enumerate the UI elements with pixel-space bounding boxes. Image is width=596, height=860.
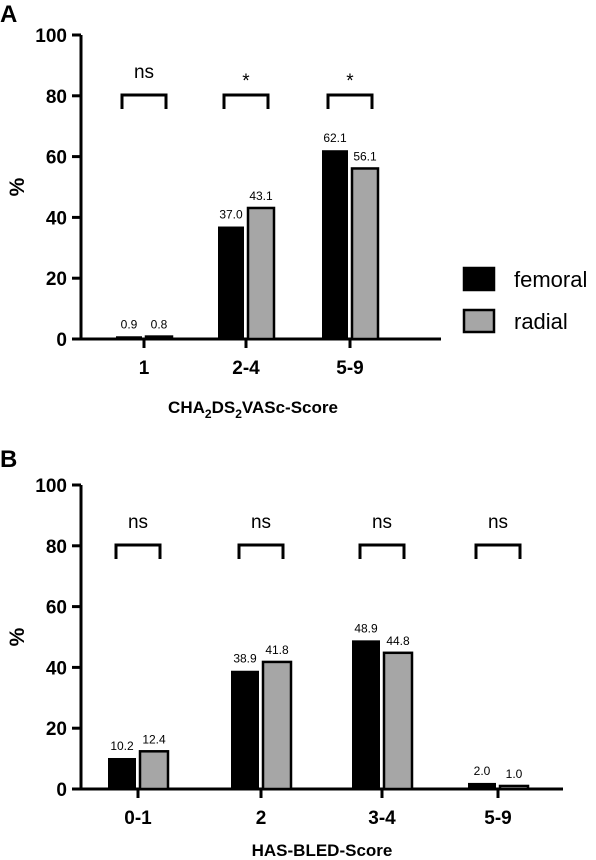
panel-a-bar-radial xyxy=(246,206,276,341)
panel-a-xlabel-subscript: 2 xyxy=(235,407,242,421)
panel-b-x-axis-title: HAS-BLED-Score xyxy=(252,841,393,860)
panel-b-x-tick-label: 2 xyxy=(256,808,267,829)
panel-b-y-tick-label: 60 xyxy=(46,598,67,619)
panel-a-significance-bracket xyxy=(222,93,270,109)
panel-a-xlabel-subscript: 2 xyxy=(205,407,212,421)
legend-label-radial: radial xyxy=(514,309,568,334)
panel-a-data-label-radial: 0.8 xyxy=(151,318,168,332)
panel-a-x-ticks: 1 2-4 5-9 xyxy=(139,339,364,379)
panel-a-data-label-femoral: 37.0 xyxy=(219,208,243,222)
panel-a-x-axis-title: CHA2DS2VASc-Score xyxy=(168,398,338,421)
panel-b-bar-radial xyxy=(382,651,414,791)
panel-b-bars: 10.2 12.4 38.9 41.8 48.9 44.8 2.0 1.0 xyxy=(108,621,530,791)
panel-a-significance-bracket xyxy=(326,93,374,109)
panel-a-data-label-radial: 43.1 xyxy=(249,189,273,203)
panel-b-significance-label: ns xyxy=(251,512,271,533)
panel-b-x-tick-label: 0-1 xyxy=(124,808,152,829)
panel-b-data-label-femoral: 10.2 xyxy=(110,739,134,753)
panel-a-xlabel-part: VASc-Score xyxy=(242,398,338,417)
legend-swatch-femoral xyxy=(462,266,496,292)
panel-a-y-tick-label: 60 xyxy=(46,148,67,169)
panel-a-bars: 0.9 0.8 37.0 43.1 62.1 56.1 xyxy=(116,131,380,341)
panel-a-x-tick-label: 1 xyxy=(139,358,150,379)
panel-b-significance-bracket xyxy=(474,543,522,559)
panel-a-y-tick-label: 40 xyxy=(46,208,67,229)
panel-b-y-axis-title: % xyxy=(6,627,29,646)
panel-a-label: A xyxy=(0,1,17,28)
panel-b-x-tick-label: 5-9 xyxy=(484,808,511,829)
panel-b-bar-femoral xyxy=(352,640,380,789)
panel-b-data-label-radial: 41.8 xyxy=(265,643,289,657)
legend-label-femoral: femoral xyxy=(514,267,587,292)
panel-b-significance-bracket xyxy=(237,543,285,559)
panel-b-significance-bracket xyxy=(114,543,162,559)
panel-a-x-tick-label: 5-9 xyxy=(336,358,363,379)
panel-a-bar-femoral xyxy=(116,336,142,339)
panel-a-y-ticks: 0 20 40 60 80 100 xyxy=(35,26,81,351)
panel-b-y-ticks: 0 20 40 60 80 100 xyxy=(35,476,81,801)
legend-swatch-radial xyxy=(462,308,496,334)
panel-a-xlabel-part: DS xyxy=(212,398,236,417)
panel-b-significance-bracket xyxy=(358,543,406,559)
panel-b-y-tick-label: 80 xyxy=(46,537,67,558)
panel-b-bar-femoral xyxy=(231,670,259,789)
panel-b-significance: ns ns ns ns xyxy=(114,512,522,559)
panel-a-y-tick-label: 80 xyxy=(46,87,67,108)
panel-b-bar-radial xyxy=(498,784,530,791)
panel-a-bar-radial xyxy=(144,335,174,341)
panel-b-significance-label: ns xyxy=(372,512,392,533)
panel-a-significance-label: * xyxy=(346,71,354,92)
panel-b-bar-femoral xyxy=(108,757,136,789)
panel-a-significance: ns * * xyxy=(120,62,374,109)
panel-a-significance-label: * xyxy=(242,71,250,92)
panel-a-data-label-femoral: 62.1 xyxy=(323,131,347,145)
panel-b-data-label-radial: 12.4 xyxy=(142,732,166,746)
panel-a-y-tick-label: 100 xyxy=(35,26,67,47)
panel-b-y-tick-label: 100 xyxy=(35,476,67,497)
panel-b-x-ticks: 0-1 2 3-4 5-9 xyxy=(124,789,512,829)
panel-a-xlabel-part: CHA xyxy=(168,398,205,417)
panel-b-y-tick-label: 40 xyxy=(46,658,67,679)
panel-b-data-label-radial: 44.8 xyxy=(386,634,410,648)
panel-b-bar-radial xyxy=(261,660,293,791)
panel-a-y-tick-label: 0 xyxy=(56,330,67,351)
panel-b-y-tick-label: 0 xyxy=(56,780,67,801)
panel-a-bar-radial xyxy=(350,167,380,341)
panel-b-data-label-femoral: 38.9 xyxy=(233,652,257,666)
panel-b-x-tick-label: 3-4 xyxy=(368,808,396,829)
panel-b-data-label-femoral: 48.9 xyxy=(354,621,378,635)
panel-a-y-tick-label: 20 xyxy=(46,269,67,290)
panel-b-chart: B % 0 20 40 60 80 100 10.2 12.4 38.9 41.8 48.9 44.… xyxy=(0,446,563,860)
panel-b-significance-label: ns xyxy=(128,512,148,533)
panel-b-data-label-radial: 1.0 xyxy=(506,767,523,781)
panel-b-y-tick-label: 20 xyxy=(46,719,67,740)
panel-a-bar-femoral xyxy=(218,226,244,339)
panel-a-data-label-radial: 56.1 xyxy=(353,149,377,163)
panel-a-y-axis-title: % xyxy=(6,177,29,196)
panel-a-bar-femoral xyxy=(322,150,348,339)
panel-b-label: B xyxy=(0,446,17,473)
panel-a-x-tick-label: 2-4 xyxy=(232,358,260,379)
panel-b-bar-femoral xyxy=(468,782,496,789)
panel-b-bar-radial xyxy=(138,750,170,791)
legend: femoral radial xyxy=(462,266,587,334)
panel-a-significance-label: ns xyxy=(134,62,154,83)
panel-b-data-label-femoral: 2.0 xyxy=(474,764,491,778)
panel-a-significance-bracket xyxy=(120,93,168,109)
panel-b-significance-label: ns xyxy=(488,512,508,533)
panel-a-data-label-femoral: 0.9 xyxy=(121,317,138,331)
